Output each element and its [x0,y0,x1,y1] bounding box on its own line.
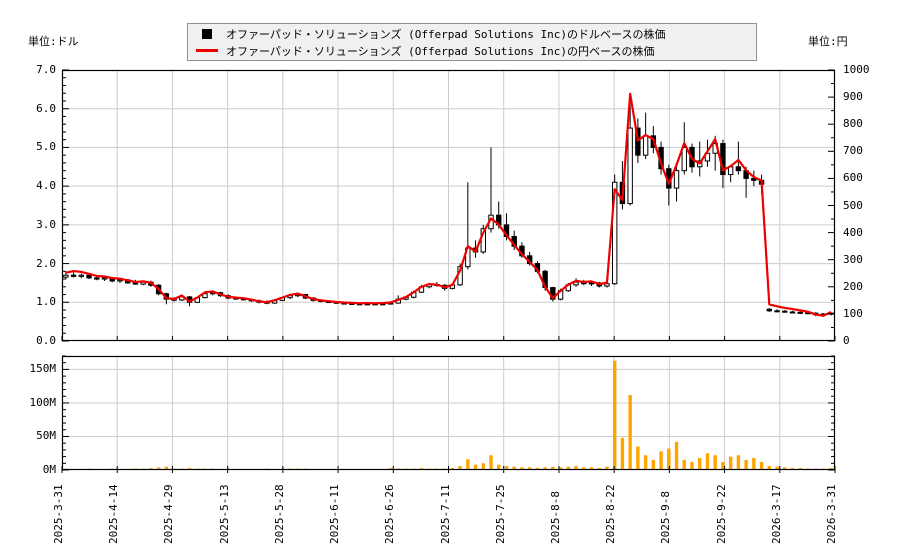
chart-legend: オファーパッド・ソリューションズ (Offerpad Solutions Inc… [187,23,757,61]
price-left-tick-label: 1.0 [36,295,56,309]
x-axis-date-label: 2025-8-22 [604,484,618,544]
x-axis-date-label: 2025-4-29 [162,484,176,544]
price-right-tick-label: 300 [843,252,863,266]
x-axis-date-label: 2025-8-8 [548,491,562,544]
price-right-tick-label: 0 [843,334,850,347]
price-right-tick-label: 900 [843,90,863,104]
x-axis-date-label: 2025-7-11 [438,484,452,544]
price-left-tick-label: 7.0 [36,63,56,76]
price-plot [61,69,836,342]
volume-left-tick-label: 0M [42,463,56,476]
price-right-tick-label: 800 [843,117,863,131]
price-right-tick-label: 700 [843,144,863,158]
x-axis-date-label: 2025-6-11 [328,484,342,544]
right-axis-unit-label: 単位:円 [808,35,848,48]
price-right-tick-label: 600 [843,171,863,185]
x-axis-date-label: 2025-9-22 [714,484,728,544]
x-axis-date-label: 2025-5-13 [217,484,231,544]
volume-left-tick-label: 150M [29,362,57,376]
legend-label-usd: オファーパッド・ソリューションズ (Offerpad Solutions Inc… [226,27,666,41]
price-right-tick-label: 1000 [843,63,870,76]
x-axis-date-label: 2026-3-17 [769,484,783,544]
volume-left-tick-label: 50M [36,429,56,443]
price-left-tick-label: 0.0 [36,334,56,347]
volume-plot [61,355,836,473]
x-axis-date-label: 2025-4-14 [107,484,121,544]
left-axis-unit-label: 単位:ドル [28,35,79,48]
jpy-line-marker-icon [196,49,218,52]
price-right-tick-label: 500 [843,198,863,212]
x-axis-date-label: 2025-3-31 [52,484,65,544]
price-left-tick-label: 3.0 [36,217,56,231]
price-right-tick-label: 200 [843,279,863,293]
price-right-tick-label: 100 [843,306,863,320]
volume-left-tick-label: 100M [29,395,57,409]
legend-item-usd: オファーパッド・ソリューションズ (Offerpad Solutions Inc… [196,26,748,42]
legend-label-jpy: オファーパッド・ソリューションズ (Offerpad Solutions Inc… [226,44,655,58]
price-right-tick-label: 400 [843,225,863,239]
price-left-tick-label: 4.0 [36,179,56,193]
price-left-tick-label: 5.0 [36,140,56,154]
price-left-tick-label: 6.0 [36,101,56,115]
x-axis-date-label: 2025-7-25 [493,484,507,544]
usd-candle-marker-icon [196,28,218,39]
x-axis-date-label: 2025-6-26 [383,484,397,544]
price-left-tick-label: 2.0 [36,256,56,270]
x-axis-date-label: 2025-5-28 [272,484,286,544]
legend-item-jpy: オファーパッド・ソリューションズ (Offerpad Solutions Inc… [196,43,748,59]
x-axis-date-label: 2025-9-8 [659,491,673,544]
x-axis-date-label: 2026-3-31 [825,484,838,544]
